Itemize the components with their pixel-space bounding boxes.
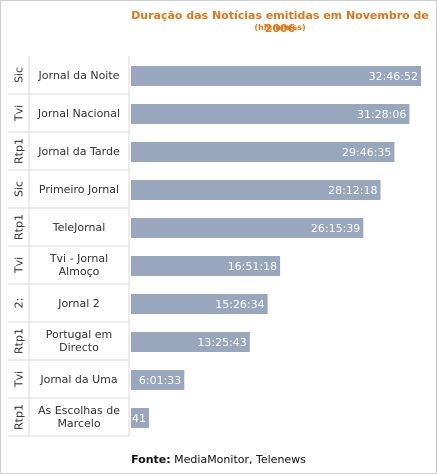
bar <box>131 218 364 238</box>
bar-value-label: 31:28:06 <box>357 108 406 121</box>
program-label: As Escolhas de Marcelo <box>38 404 120 430</box>
program-label: Jornal da Tarde <box>37 145 120 158</box>
source-label: Fonte: <box>131 453 171 466</box>
channel-label: Rtp1 <box>13 138 26 164</box>
bar-value-label: 13:25:43 <box>197 336 246 349</box>
channel-label: Sic <box>13 67 26 83</box>
program-label: Primeiro Jornal <box>39 183 119 196</box>
bar <box>131 408 149 428</box>
bar <box>131 104 410 124</box>
bar <box>131 294 268 314</box>
channel-label: Tvi <box>13 257 26 274</box>
channel-label: Tvi <box>13 371 26 388</box>
bar-value-label: 26:15:39 <box>311 222 360 235</box>
chart-title: Duração das Notícias emitidas em Novembr… <box>131 9 429 35</box>
channel-label: Rtp1 <box>13 404 26 430</box>
program-label: Jornal Nacional <box>37 107 120 120</box>
bar-value-label: 2:01:41 <box>104 412 146 425</box>
channel-label: Rtp1 <box>13 328 26 354</box>
source-footer: Fonte: MediaMonitor, Telenews <box>0 453 437 466</box>
program-label: TeleJornal <box>52 221 106 234</box>
bar-value-label: 6:01:33 <box>139 374 181 387</box>
program-label: Tvi - Jornal Almoço <box>49 252 108 278</box>
program-label: Jornal da Noite <box>38 69 120 82</box>
program-label: Jornal da Uma <box>39 373 117 386</box>
bar-value-label: 16:51:18 <box>228 260 277 273</box>
bar-value-label: 28:12:18 <box>328 184 377 197</box>
bar <box>131 332 250 352</box>
bar <box>131 66 421 86</box>
program-label: Portugal em Directo <box>46 328 113 354</box>
chart-subtitle: (hh:mm:ss) <box>254 23 306 32</box>
channel-label: Sic <box>13 181 26 197</box>
bar <box>131 180 381 200</box>
bar <box>131 142 395 162</box>
program-label: Jornal 2 <box>57 297 100 310</box>
channel-label: Tvi <box>13 105 26 122</box>
bar-value-label: 32:46:52 <box>369 70 418 83</box>
bar <box>131 256 281 276</box>
channel-label: Rtp1 <box>13 214 26 240</box>
bar <box>131 370 185 390</box>
bar-value-label: 15:26:34 <box>215 298 264 311</box>
source-text: MediaMonitor, Telenews <box>170 453 306 466</box>
channel-label: 2: <box>13 298 26 309</box>
bar-value-label: 29:46:35 <box>342 146 391 159</box>
